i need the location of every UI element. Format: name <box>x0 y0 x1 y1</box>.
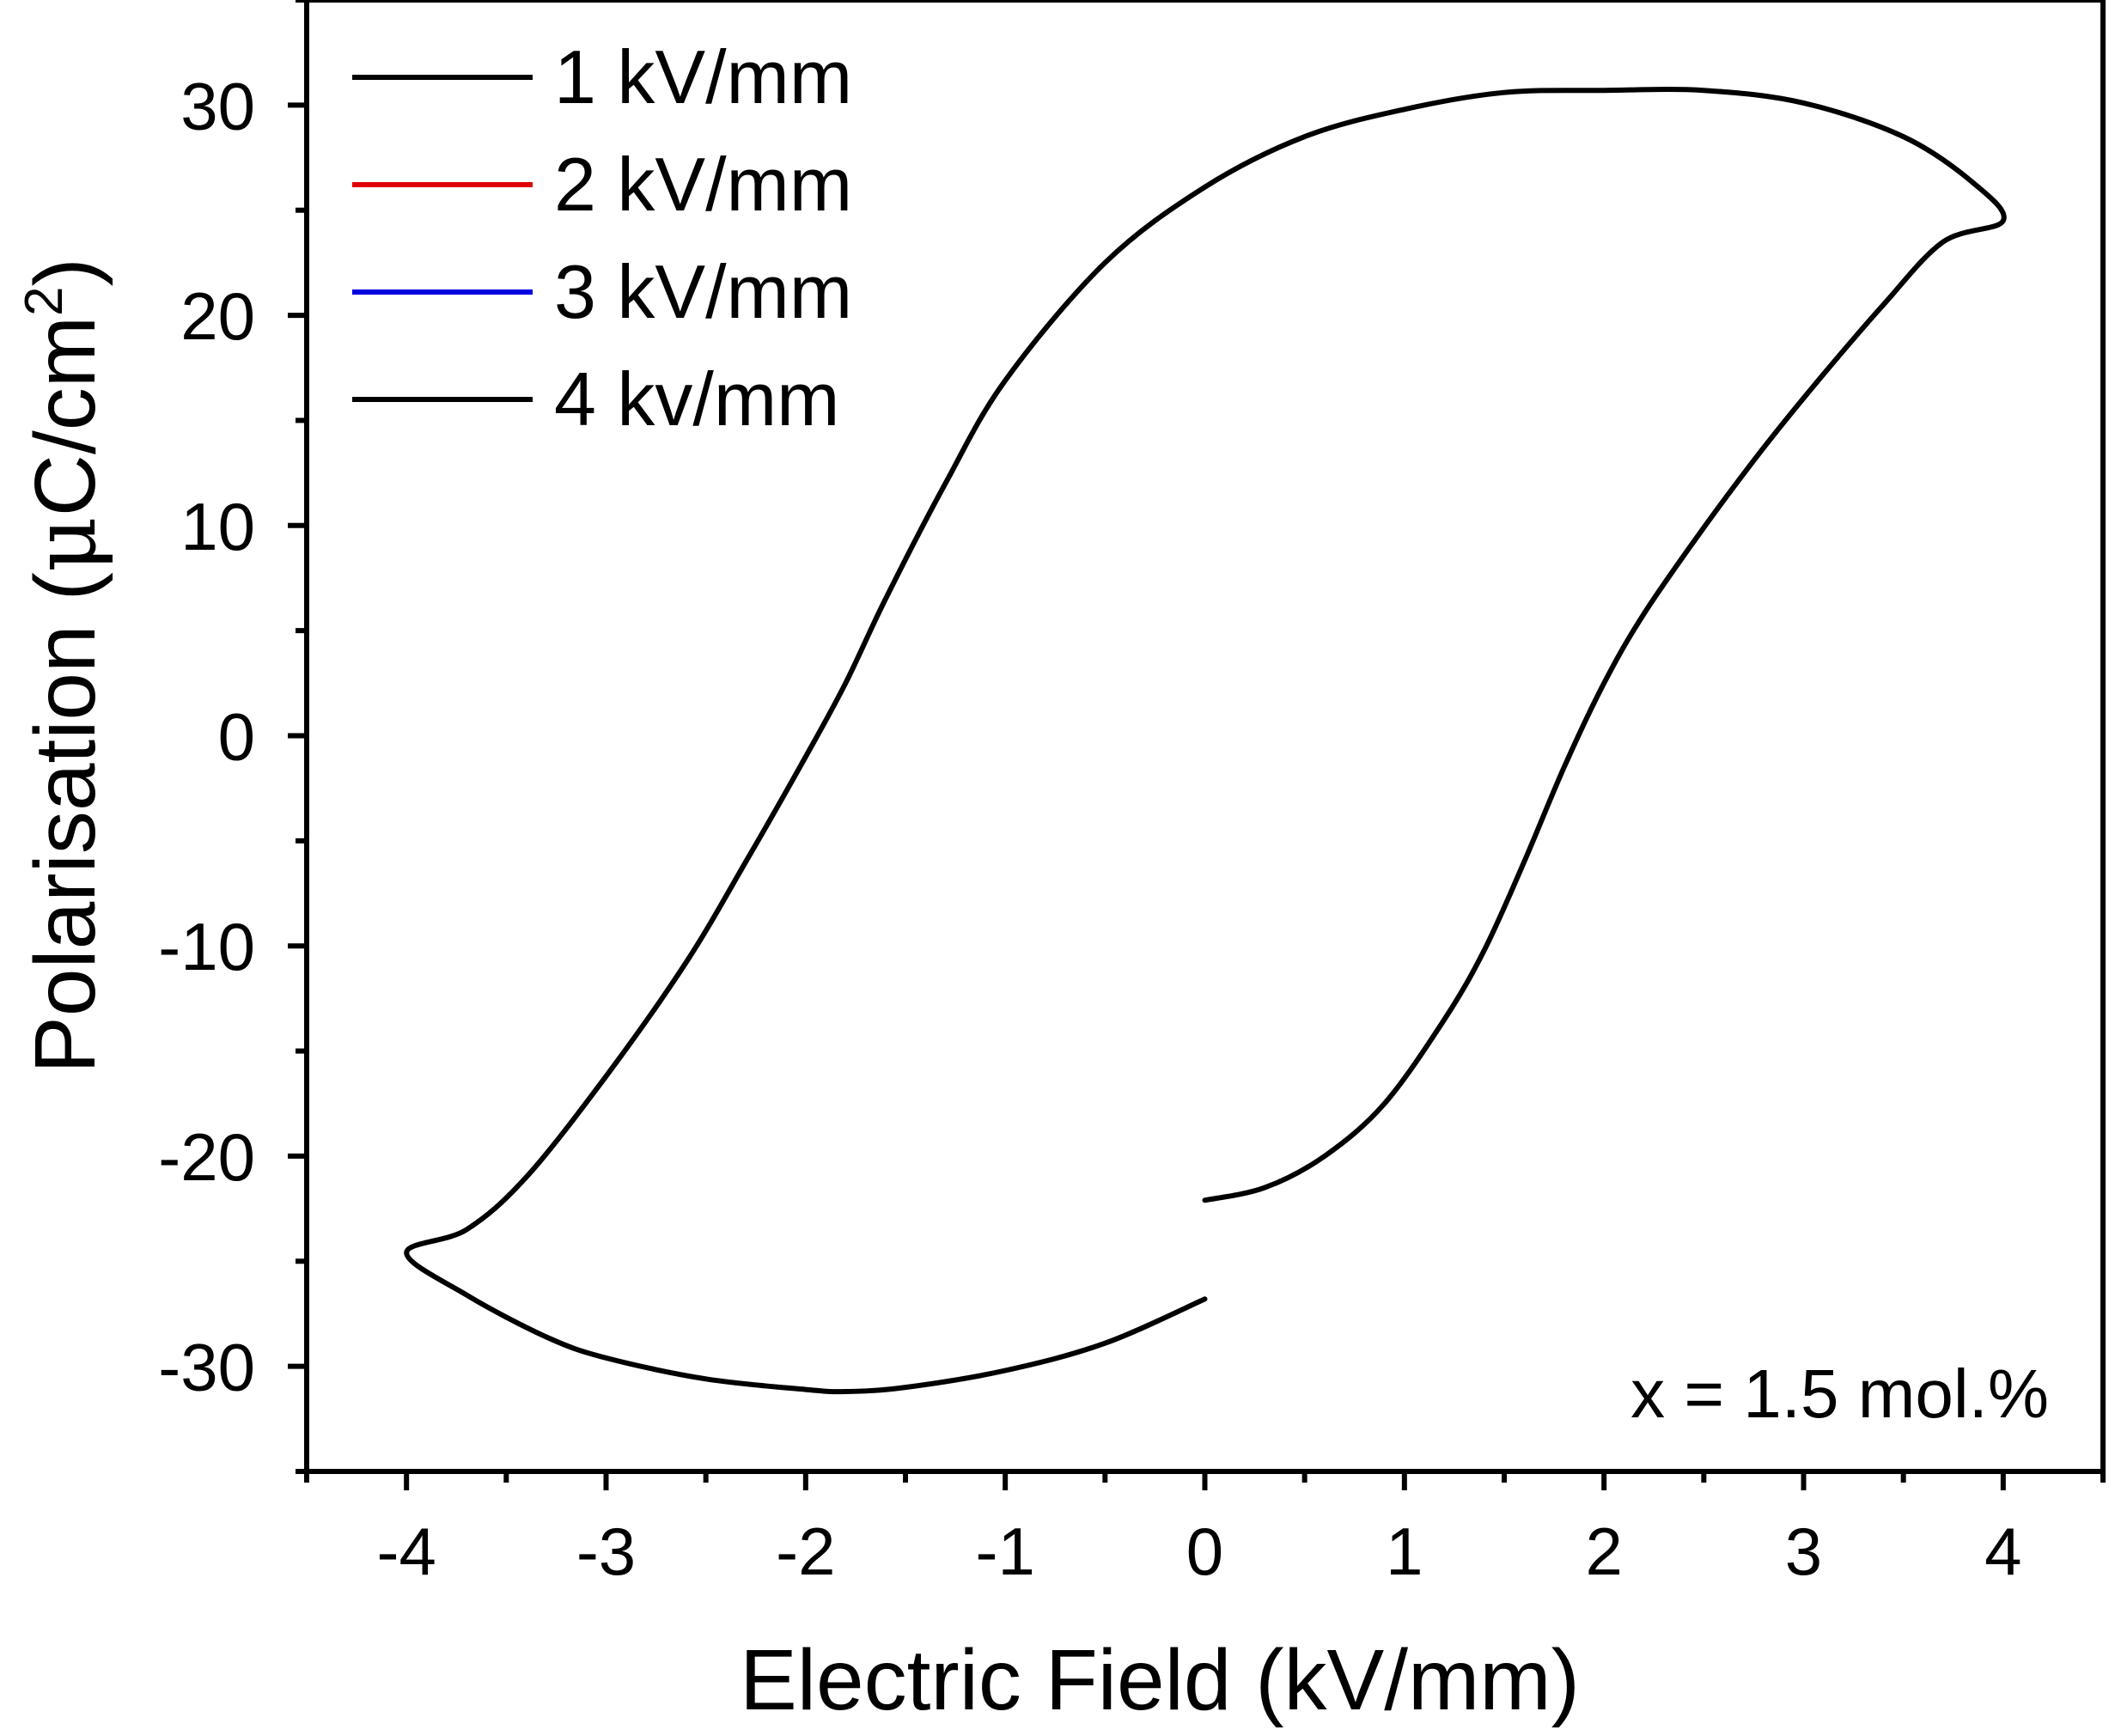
x-tick-label: 3 <box>1785 1514 1822 1589</box>
x-tick-label: 4 <box>1984 1514 2021 1589</box>
legend-label: 2 kV/mm <box>554 142 852 227</box>
x-tick-label: -3 <box>576 1514 636 1589</box>
y-tick-label: -30 <box>158 1330 255 1405</box>
x-tick-label: 0 <box>1186 1514 1223 1589</box>
x-tick-label: -2 <box>776 1514 835 1589</box>
x-axis-ticks: -4 -3 -2 -1 0 1 2 3 4 <box>304 1471 2106 1589</box>
x-tick-label: 1 <box>1386 1514 1423 1589</box>
series-line <box>404 87 2007 1395</box>
annotation-label: x = 1.5 mol.% <box>1631 1355 2049 1432</box>
y-axis-ticks: -30 -20 -10 0 10 20 30 <box>158 0 307 1474</box>
y-tick-label: -20 <box>158 1119 255 1195</box>
x-tick-label: 2 <box>1585 1514 1622 1589</box>
series-curves <box>404 87 2007 1395</box>
x-tick-label: -1 <box>975 1514 1034 1589</box>
y-axis-label-close: ) <box>17 258 113 286</box>
y-tick-label: -10 <box>158 909 255 984</box>
legend: 1 kV/mm 2 kV/mm 3 kV/mm 4 kv/mm <box>352 34 852 442</box>
y-tick-label: 10 <box>180 489 255 564</box>
legend-label: 1 kV/mm <box>554 34 852 119</box>
x-tick-label: -4 <box>376 1514 436 1589</box>
legend-label: 3 kV/mm <box>554 249 852 334</box>
x-axis-label: Electric Field (kV/mm) <box>740 1632 1580 1728</box>
y-axis-label-main: Polarisation ( <box>17 572 113 1074</box>
y-axis-label-unit: C/cm <box>17 316 113 516</box>
y-axis-label-sup: 2 <box>15 286 74 315</box>
legend-label: 4 kv/mm <box>554 356 839 442</box>
y-tick-label: 30 <box>180 68 255 143</box>
y-axis-label-mu: μ <box>15 516 115 572</box>
y-tick-label: 0 <box>218 699 255 775</box>
y-tick-label: 20 <box>180 278 255 354</box>
y-axis-label: Polarisation (μC/cm2) <box>15 258 115 1074</box>
